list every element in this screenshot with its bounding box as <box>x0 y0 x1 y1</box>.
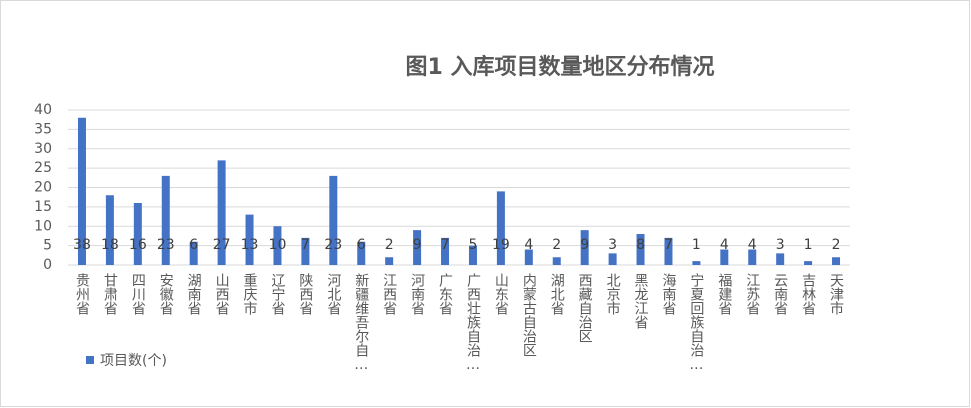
data-label: 16 <box>129 237 147 253</box>
data-label: 19 <box>492 237 510 253</box>
data-label: 38 <box>73 237 91 253</box>
x-tick-label: 西藏自治区 <box>577 273 593 343</box>
data-label: 1 <box>804 237 813 253</box>
data-label: 4 <box>748 237 757 253</box>
bar <box>832 257 841 265</box>
x-tick-label: 河北省 <box>325 273 341 315</box>
x-tick-label: 湖北省 <box>549 273 565 315</box>
bar <box>441 237 450 265</box>
bar <box>804 261 813 265</box>
bar <box>580 230 589 265</box>
data-label: 8 <box>636 237 645 253</box>
bar <box>776 253 785 265</box>
data-label: 2 <box>552 237 561 253</box>
data-label: 1 <box>692 237 701 253</box>
x-tick-label: 安徽省 <box>158 273 174 315</box>
legend-label: 项目数(个) <box>100 353 167 369</box>
x-tick-label: 江西省 <box>381 273 397 315</box>
data-label: 23 <box>157 237 175 253</box>
data-label: 23 <box>324 237 342 253</box>
bar <box>161 175 170 265</box>
data-label: 2 <box>832 237 841 253</box>
data-label: 18 <box>101 237 119 253</box>
y-tick-label: 30 <box>34 141 52 157</box>
bar <box>77 117 86 265</box>
x-tick-label: 内蒙古自治区 <box>521 273 537 357</box>
bar <box>748 249 757 265</box>
x-tick-label: 北京市 <box>605 273 621 315</box>
data-label: 6 <box>189 237 198 253</box>
data-label: 4 <box>524 237 533 253</box>
bar <box>357 241 366 265</box>
x-tick-label: 福建省 <box>716 273 732 315</box>
bar <box>301 237 310 265</box>
y-tick-label: 25 <box>34 160 52 176</box>
x-tick-label: 甘肃省 <box>102 273 118 315</box>
x-tick-label: 天津市 <box>828 273 844 315</box>
x-tick-label: 湖南省 <box>186 273 202 315</box>
y-tick-label: 35 <box>34 121 52 137</box>
data-label: 7 <box>664 237 673 253</box>
y-tick-label: 40 <box>34 102 52 118</box>
bar <box>608 253 617 265</box>
x-tick-label: 黑龙江省 <box>633 273 649 329</box>
bar <box>245 214 254 265</box>
x-tick-label: 河南省 <box>409 273 425 315</box>
x-tick-label: 吉林省 <box>800 273 816 315</box>
x-tick-label: 陕西省 <box>297 273 313 315</box>
bar <box>413 230 422 265</box>
data-label: 9 <box>580 237 589 253</box>
x-tick-label: 广西壮族自治… <box>465 273 481 373</box>
bar <box>385 257 394 265</box>
bar <box>664 237 673 265</box>
x-tick-label: 新疆维吾尔自… <box>353 273 369 373</box>
data-label: 2 <box>385 237 394 253</box>
bar <box>133 203 142 265</box>
bar <box>273 226 282 265</box>
y-tick-label: 10 <box>34 218 52 234</box>
x-tick-label: 山西省 <box>214 273 230 315</box>
bar <box>217 160 226 265</box>
data-label: 13 <box>241 237 259 253</box>
bar <box>636 234 645 265</box>
y-tick-label: 5 <box>43 238 52 254</box>
data-label: 7 <box>301 237 310 253</box>
x-tick-label: 贵州省 <box>74 273 90 315</box>
chart-title: 图1 入库项目数量地区分布情况 <box>406 54 715 80</box>
data-label: 3 <box>608 237 617 253</box>
bar <box>105 195 114 265</box>
data-label: 5 <box>469 237 478 253</box>
data-label: 6 <box>357 237 366 253</box>
y-tick-label: 20 <box>34 180 52 196</box>
bar <box>692 261 701 265</box>
y-tick-label: 0 <box>43 257 52 273</box>
y-tick-label: 15 <box>34 199 52 215</box>
bar <box>329 175 338 265</box>
legend-swatch <box>86 356 94 364</box>
data-label: 27 <box>213 237 231 253</box>
data-label: 9 <box>413 237 422 253</box>
bar <box>524 249 533 265</box>
x-tick-label: 云南省 <box>772 273 788 315</box>
data-label: 7 <box>441 237 450 253</box>
bar <box>468 245 477 265</box>
x-tick-label: 四川省 <box>130 273 146 315</box>
x-tick-label: 宁夏回族自治… <box>688 272 704 373</box>
x-tick-label: 山东省 <box>493 273 509 315</box>
x-tick-label: 重庆市 <box>242 273 258 315</box>
x-tick-label: 江苏省 <box>744 273 760 315</box>
data-label: 3 <box>776 237 785 253</box>
x-tick-label: 海南省 <box>660 273 676 315</box>
data-label: 4 <box>720 237 729 253</box>
bar <box>720 249 729 265</box>
x-tick-label: 广东省 <box>437 273 453 315</box>
data-label: 10 <box>269 237 287 253</box>
bar <box>189 241 198 265</box>
bar <box>552 257 561 265</box>
bar <box>496 191 505 265</box>
x-tick-label: 辽宁省 <box>269 273 285 315</box>
